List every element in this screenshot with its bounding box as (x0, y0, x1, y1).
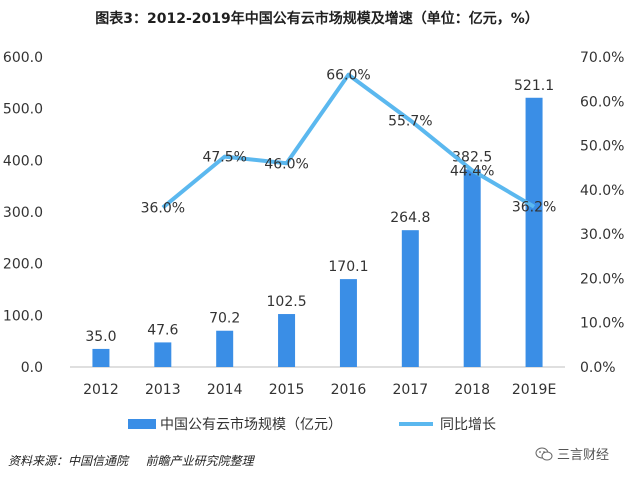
bar-value-label: 170.1 (328, 259, 368, 275)
y-right-tick-label: 30.0% (580, 227, 624, 243)
wechat-icon (535, 447, 553, 460)
bar-series (92, 97, 543, 367)
bar (401, 230, 419, 367)
y-left-tick-label: 300.0 (3, 205, 43, 221)
x-tick-label: 2015 (269, 382, 305, 398)
line-value-label: 36.0% (141, 201, 185, 217)
publisher: 前瞻产业研究院整理 (145, 454, 254, 468)
y-right-tick-label: 40.0% (580, 183, 624, 199)
x-tick-label: 2014 (207, 382, 243, 398)
bar (216, 330, 234, 367)
x-tick-label: 2017 (392, 382, 428, 398)
bar (339, 279, 357, 367)
bar (92, 348, 110, 367)
y-left-tick-label: 0.0 (21, 360, 43, 376)
line-value-label: 44.4% (450, 163, 494, 179)
source-label: 资料来源：中国信通院 (8, 454, 129, 468)
bar-value-label: 47.6 (147, 322, 178, 338)
x-tick-label: 2019E (512, 382, 556, 398)
source-note: 资料来源：中国信通院 前瞻产业研究院整理 (8, 452, 254, 469)
bar (525, 97, 543, 367)
y-left-tick-label: 600.0 (3, 50, 43, 66)
line-labels: 36.0% 47.5% 46.0% 66.0% 55.7% 44.4% 36.2% (141, 68, 557, 217)
bar-value-label: 264.8 (390, 210, 430, 226)
bar-value-label: 102.5 (267, 294, 307, 310)
y-left-tick-label: 400.0 (3, 153, 43, 169)
y-right-tick-label: 10.0% (580, 316, 624, 332)
y-right-tick-label: 60.0% (580, 94, 624, 110)
x-tick-label: 2012 (83, 382, 119, 398)
bar (278, 314, 296, 367)
x-axis: 2012 2013 2014 2015 2016 2017 2018 2019E (83, 382, 556, 398)
y-right-tick-label: 50.0% (580, 139, 624, 155)
y-left-tick-label: 500.0 (3, 102, 43, 118)
x-tick-label: 2013 (145, 382, 181, 398)
bar-value-label: 35.0 (85, 329, 116, 345)
legend-line-label: 同比增长 (440, 417, 496, 433)
y-left-tick-label: 100.0 (3, 308, 43, 324)
brand-name: 三言财经 (557, 448, 610, 463)
chart-title: 图表3：2012-2019年中国公有云市场规模及增速（单位：亿元，%） (95, 11, 539, 27)
y-left-axis: 0.0 100.0 200.0 300.0 400.0 500.0 600.0 (3, 50, 43, 376)
x-tick-label: 2016 (331, 382, 367, 398)
legend-bar-swatch (128, 419, 156, 429)
line-value-label: 66.0% (326, 68, 370, 84)
y-right-tick-label: 70.0% (580, 50, 624, 66)
y-right-tick-label: 0.0% (580, 360, 616, 376)
x-tick-label: 2018 (454, 382, 490, 398)
brand: 三言财经 (535, 444, 609, 463)
y-left-tick-label: 200.0 (3, 257, 43, 273)
y-right-axis: 0.0% 10.0% 20.0% 30.0% 40.0% 50.0% 60.0% 70.0% (580, 50, 624, 376)
growth-line (161, 72, 536, 210)
bar-value-label: 70.2 (209, 311, 240, 327)
bar (463, 169, 481, 367)
bar-value-label: 521.1 (514, 78, 554, 94)
line-value-label: 36.2% (512, 200, 556, 216)
y-right-tick-label: 20.0% (580, 271, 624, 287)
line-value-label: 55.7% (388, 113, 432, 129)
legend-bar-label: 中国公有云市场规模（亿元） (160, 416, 342, 433)
line-value-label: 47.5% (202, 150, 246, 166)
legend: 中国公有云市场规模（亿元） 同比增长 (128, 416, 496, 433)
line-value-label: 46.0% (264, 156, 308, 172)
bar (154, 342, 172, 367)
